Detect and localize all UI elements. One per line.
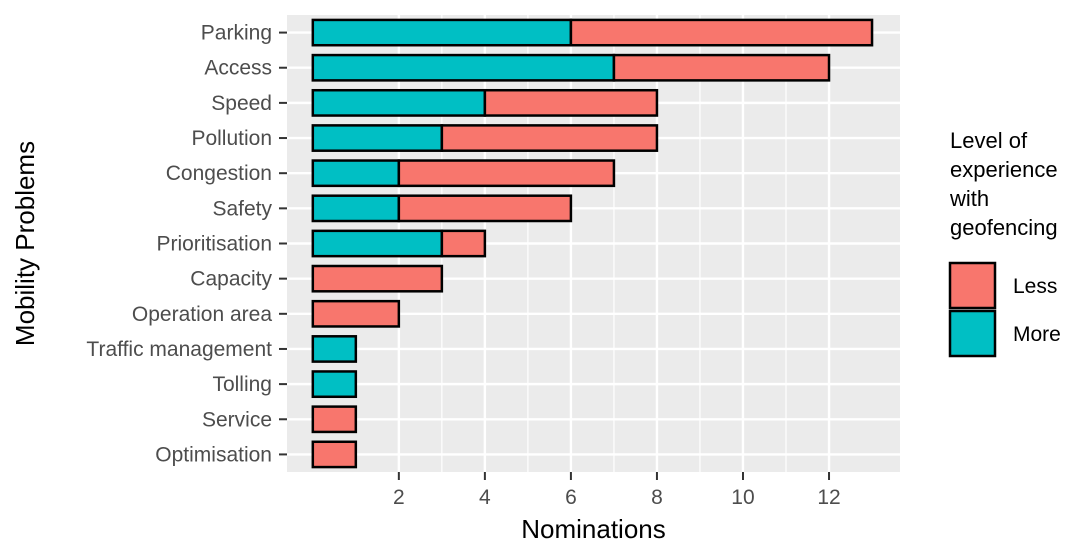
y-tick-label: Prioritisation [156,233,272,256]
bar-tolling-more [311,370,358,399]
y-tick-label: Tolling [212,373,272,396]
bar-pollution-less [440,124,659,152]
y-tick-label: Safety [212,197,272,220]
legend-title-line: with [949,186,989,211]
y-tick-label: Congestion [166,162,272,185]
bar-speed-less [483,88,659,117]
bar-parking-less [569,18,874,47]
x-tick-label: 12 [817,486,840,509]
legend-title: Level of experience with geofencing [949,128,1064,240]
bar-congestion-less [397,159,616,188]
y-tick-label: Access [204,57,272,80]
bar-speed-more [311,88,487,117]
legend-label-less: Less [1013,275,1057,298]
x-axis-title: Nominations [521,514,666,544]
bar-parking-more [311,18,573,47]
bar-optimisation-less [311,440,358,469]
x-tick-label: 4 [479,486,491,509]
x-tick-label: 8 [651,486,663,509]
bar-access-more [311,53,616,82]
bar-access-less [612,53,831,82]
bar-traffic-management-more [311,335,358,363]
legend: Level of experience with geofencing Less… [948,128,1064,358]
legend-title-line: geofencing [950,215,1058,240]
y-tick-label: Pollution [191,127,272,150]
bar-capacity-less [311,264,444,293]
bar-operation-area-less [311,299,401,328]
legend-title-line: experience [950,157,1058,182]
x-tick-label: 10 [731,486,754,509]
x-axis: 2 4 6 8 10 12 [393,472,841,509]
y-axis: Parking Access Speed Pollution Congestion Saf… [86,22,287,466]
bar-prioritisation-less [440,229,487,258]
bar-prioritisation-more [311,229,444,258]
bar-pollution-more [311,124,444,152]
bar-safety-more [311,194,401,223]
legend-key-more [948,309,997,358]
y-tick-label: Operation area [132,303,272,326]
bar-congestion-more [311,159,401,188]
bar-safety-less [397,194,573,223]
y-tick-label: Parking [201,22,272,45]
y-axis-title: Mobility Problems [10,141,40,346]
x-tick-label: 2 [393,486,405,509]
x-tick-label: 6 [565,486,577,509]
y-tick-label: Speed [211,92,272,115]
y-tick-label: Capacity [190,268,272,291]
legend-label-more: More [1013,323,1061,346]
y-tick-label: Service [202,408,272,431]
bars [311,18,874,469]
y-tick-label: Traffic management [86,338,272,361]
y-tick-label: Optimisation [155,443,272,466]
legend-title-line: Level of [950,128,1028,153]
legend-key-less [948,261,997,310]
bar-service-less [311,405,358,434]
